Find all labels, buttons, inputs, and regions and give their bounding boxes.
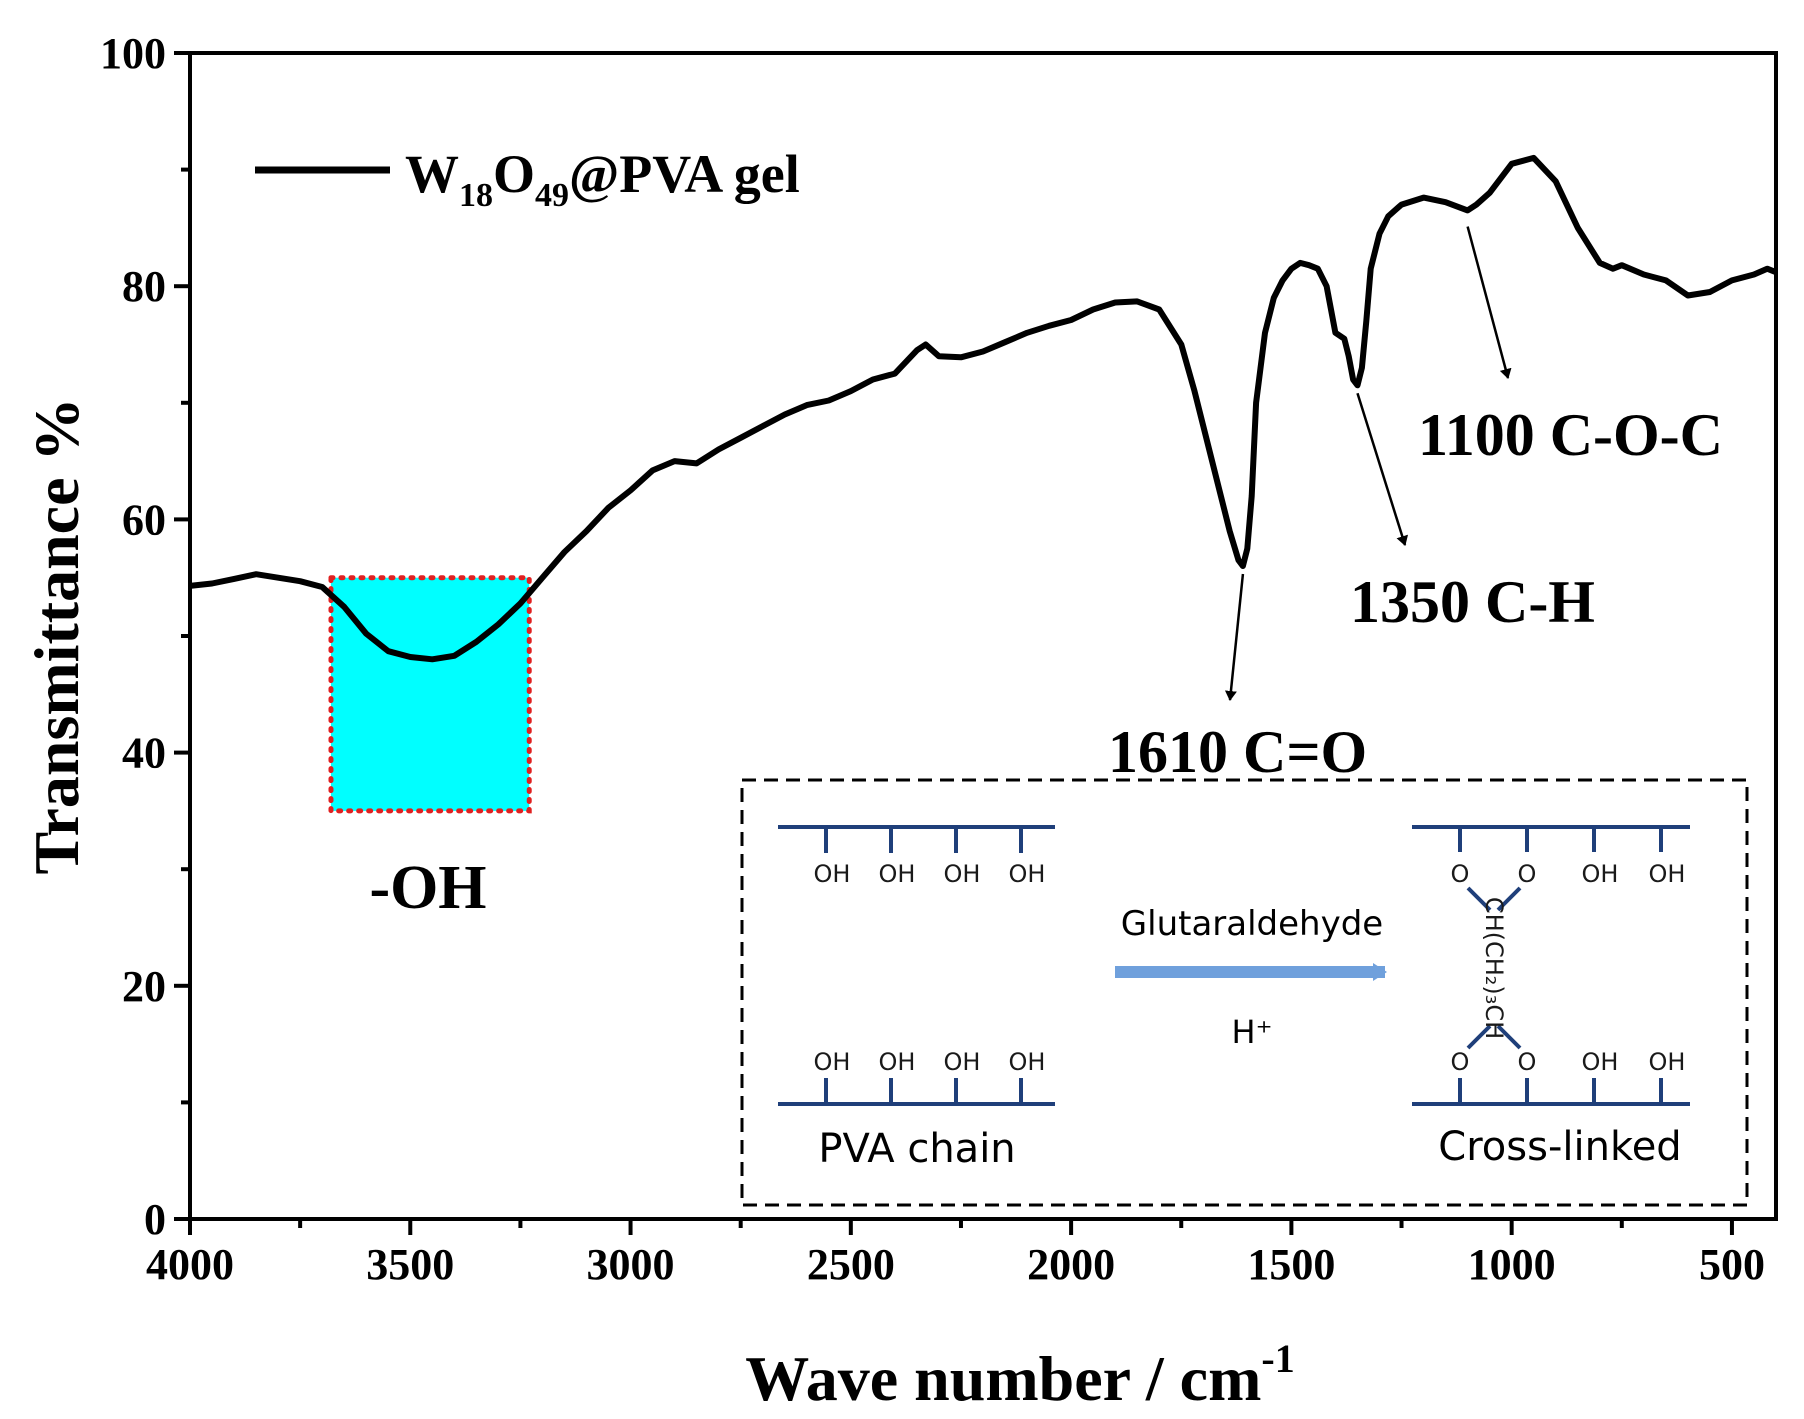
x-tick-label: 1500	[1247, 1240, 1335, 1289]
annotation-1100: 1100 C-O-C	[1418, 402, 1723, 468]
x-tick-label: 2000	[1027, 1240, 1115, 1289]
crosslinked-caption: Cross-linked	[1438, 1124, 1681, 1170]
oh-label: OH	[1582, 860, 1619, 888]
catalyst-label: H⁺	[1232, 1013, 1273, 1051]
x-tick-label: 4000	[146, 1240, 234, 1289]
legend: W18O49@PVA gel	[255, 144, 800, 214]
x-tick-label: 3500	[366, 1240, 454, 1289]
peak-annotations: 1610 C=O 1350 C-H 1100 C-O-C	[1108, 226, 1723, 785]
y-tick-label: 20	[122, 962, 166, 1011]
o-label: O	[1518, 860, 1537, 888]
oh-label: OH	[814, 1048, 851, 1076]
x-axis-ticks: 4000 3500 3000 2500 2000 1500 1000 500	[146, 1219, 1765, 1289]
x-axis-label: Wave number / cm-1	[745, 1336, 1294, 1414]
oh-label: OH	[1009, 1048, 1046, 1076]
pva-chain-diagram	[778, 825, 1055, 1106]
oh-label: OH	[879, 860, 916, 888]
y-tick-label: 60	[122, 495, 166, 544]
y-tick-label: 80	[122, 262, 166, 311]
oh-label: OH	[1009, 860, 1046, 888]
oh-highlight-region	[328, 575, 532, 814]
y-axis-ticks: 0 20 40 60 80 100	[100, 29, 190, 1244]
crosslinked-diagram	[1412, 825, 1690, 1106]
pva-chain-caption: PVA chain	[818, 1126, 1015, 1172]
x-axis-label-superscript: -1	[1261, 1336, 1294, 1381]
reagent-label: Glutaraldehyde	[1121, 904, 1383, 944]
x-tick-label: 500	[1699, 1240, 1765, 1289]
crosslink-bridge-label: CH(CH₂)₃CH	[1480, 897, 1508, 1039]
oh-label: OH	[944, 860, 981, 888]
o-label: O	[1451, 860, 1470, 888]
x-tick-label: 1000	[1468, 1240, 1556, 1289]
annotation-1350: 1350 C-H	[1350, 569, 1595, 635]
oh-label: OH	[879, 1048, 916, 1076]
inset-frame	[740, 778, 1749, 1207]
x-tick-label: 3000	[587, 1240, 675, 1289]
crosslink-inset: OH OH OH OH OH OH OH OH PVA chain Glutar…	[740, 778, 1749, 1207]
legend-label: W18O49@PVA gel	[405, 144, 800, 214]
o-label: O	[1451, 1048, 1470, 1076]
y-tick-label: 100	[100, 29, 166, 78]
spectrum-line	[189, 154, 1778, 663]
oh-label: OH	[944, 1048, 981, 1076]
y-tick-label: 40	[122, 729, 166, 778]
oh-label: OH	[1649, 1048, 1686, 1076]
oh-label: OH	[1582, 1048, 1619, 1076]
arrow-1610	[1224, 573, 1245, 701]
oh-label: OH	[814, 860, 851, 888]
annotation-1610: 1610 C=O	[1108, 719, 1367, 785]
y-tick-label: 0	[144, 1195, 166, 1244]
oh-region-label: -OH	[369, 854, 486, 922]
o-label: O	[1518, 1048, 1537, 1076]
oh-label: OH	[1649, 860, 1686, 888]
y-axis-label: Transmittance %	[21, 398, 92, 875]
arrow-1350	[1356, 392, 1409, 546]
x-tick-label: 2500	[807, 1240, 895, 1289]
arrow-1100	[1466, 226, 1512, 379]
